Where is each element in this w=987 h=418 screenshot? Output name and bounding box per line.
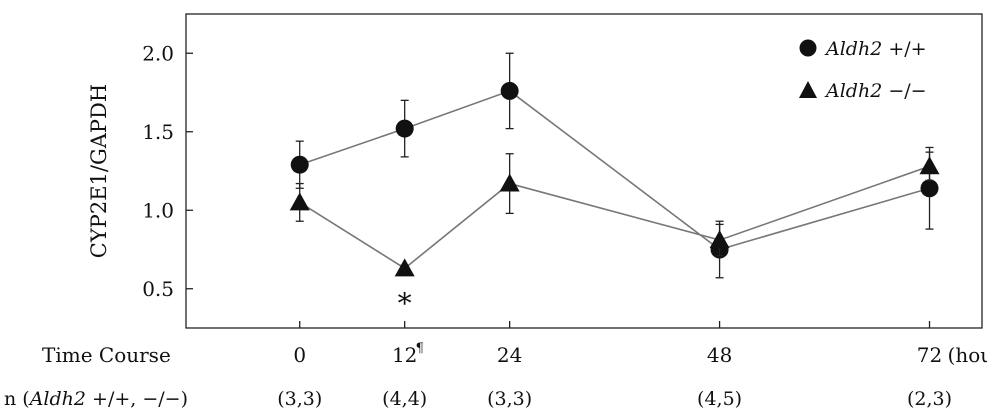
legend-label-suffix: +/+	[882, 38, 926, 60]
n-value: (2,3)	[907, 388, 952, 410]
x-tick-label: 72	[917, 343, 942, 367]
time-course-label: Time Course	[42, 343, 171, 367]
n-label-prefix: n (	[4, 388, 30, 410]
y-tick-label: 2.0	[142, 41, 174, 65]
x-tick-label: 0	[293, 343, 306, 367]
x-tick-label: 12	[392, 343, 417, 367]
n-value: (4,4)	[382, 388, 427, 410]
legend-marker-circle	[799, 39, 817, 57]
data-point-triangle	[709, 230, 730, 249]
significance-asterisk: *	[398, 287, 412, 320]
y-axis-label: CYP2E1/GAPDH	[87, 84, 111, 258]
legend-label: Aldh2 −/−	[824, 80, 927, 102]
n-value: (3,3)	[487, 388, 532, 410]
legend-marker-triangle	[799, 81, 817, 98]
legend-label-suffix: −/−	[882, 80, 926, 102]
data-point-circle	[290, 155, 309, 174]
x-tick-label: 24	[497, 343, 522, 367]
y-tick-label: 1.0	[142, 198, 174, 222]
pilcrow-marker: ¶	[416, 341, 424, 356]
series-line	[299, 90, 930, 251]
plot-frame	[185, 13, 983, 329]
data-point-triangle	[499, 173, 520, 192]
n-value: (3,3)	[277, 388, 322, 410]
data-point-circle	[920, 179, 939, 198]
n-label-suffix: +/+, −/−)	[86, 388, 188, 410]
series-line	[299, 165, 930, 270]
legend-label: Aldh2 +/+	[824, 38, 927, 60]
legend-label-italic: Aldh2	[824, 80, 882, 102]
y-tick-label: 1.5	[142, 120, 174, 144]
data-point-triangle	[394, 258, 415, 277]
n-label: n (Aldh2 +/+, −/−)	[4, 388, 188, 410]
n-value: (4,5)	[697, 388, 742, 410]
x-tick-label: 48	[707, 343, 732, 367]
data-point-triangle	[289, 192, 310, 211]
x-unit-label: (hour)	[948, 343, 987, 367]
data-point-circle	[395, 119, 414, 138]
series-triangle	[289, 151, 940, 277]
y-tick-label: 0.5	[142, 277, 174, 301]
legend-label-italic: Aldh2	[824, 38, 882, 60]
data-point-triangle	[919, 156, 940, 175]
n-label-italic: Aldh2	[28, 388, 86, 410]
data-point-circle	[500, 81, 519, 100]
